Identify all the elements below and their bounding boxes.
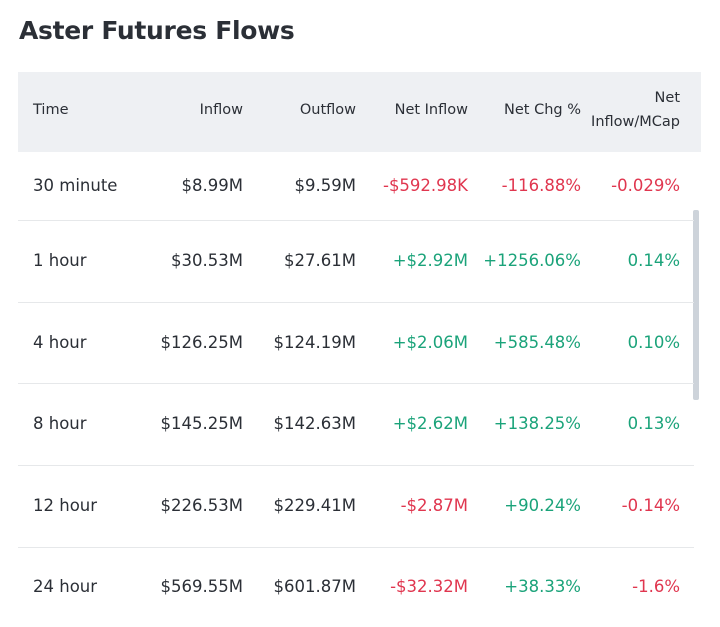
table-cell: -0.14% [621, 496, 680, 515]
table-cell: $145.25M [160, 414, 243, 433]
table-cell: $126.25M [160, 332, 243, 352]
table-cell: $30.53M [171, 251, 243, 270]
table-cell: 0.13% [627, 414, 680, 433]
table-cell: -$32.32M [390, 577, 468, 596]
table-cell: +90.24% [504, 496, 581, 515]
row-separator [18, 220, 694, 221]
table-cell: 0.10% [627, 332, 680, 352]
table-cell: 4 hour [33, 332, 87, 352]
title: Aster Futures Flows [19, 16, 295, 45]
table-cell: $27.61M [284, 251, 356, 270]
table-cell: +138.25% [493, 414, 581, 433]
column-header: Net Inflow [394, 102, 468, 118]
row-separator [18, 547, 694, 548]
column-header: Net Chg % [504, 102, 581, 118]
table-cell: +$2.62M [392, 414, 468, 433]
column-header: Time [33, 102, 69, 118]
table-cell: 30 minute [33, 176, 118, 195]
table-cell: +$2.06M [392, 332, 468, 352]
table-cell: $142.63M [273, 414, 356, 433]
column-header: Inflow [199, 102, 243, 118]
table-cell: -116.88% [501, 176, 581, 195]
table-cell: $8.99M [181, 176, 243, 195]
table-cell: -1.6% [632, 577, 680, 596]
table-cell: $601.87M [273, 577, 356, 596]
table-cell: -$592.98K [382, 176, 468, 195]
table-cell: 1 hour [33, 251, 87, 270]
table-cell: +1256.06% [483, 251, 581, 270]
table-cell: -0.029% [611, 176, 680, 195]
table-cell: 8 hour [33, 414, 87, 433]
table-cell: 24 hour [33, 577, 98, 596]
table-cell: $569.55M [160, 577, 243, 596]
row-separator [18, 465, 694, 466]
table-cell: 0.14% [627, 251, 680, 270]
row-separator [18, 302, 694, 303]
column-header: Net Inflow/MCap [591, 90, 680, 130]
table-cell: $229.41M [273, 496, 356, 515]
table-cell: $226.53M [160, 496, 243, 515]
table-header [18, 72, 701, 152]
column-header: Outflow [299, 102, 356, 118]
table-cell: +$2.92M [392, 251, 468, 270]
table-cell: $9.59M [294, 176, 356, 195]
table-cell: +585.48% [493, 332, 581, 352]
scrollbar [693, 210, 699, 400]
table-cell: 12 hour [33, 496, 98, 515]
table-cell: $124.19M [273, 332, 356, 352]
table-cell: +38.33% [504, 577, 581, 596]
table-cell: -$2.87M [400, 496, 468, 515]
row-separator [18, 383, 694, 384]
